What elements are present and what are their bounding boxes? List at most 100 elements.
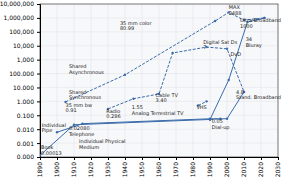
annotation: SharedAsynchronous: [69, 63, 104, 76]
tick-label: 1,000,000: [3, 14, 34, 21]
grid-line: [142, 4, 143, 157]
tick-label: 10.000: [13, 84, 34, 91]
x-tick: 2010: [240, 157, 247, 177]
annotation-line: 1000: [240, 23, 253, 29]
annotation-line: Medium: [79, 144, 99, 150]
tick-label: 1970: [172, 162, 179, 177]
annotation-group: 35 mm bw0.91: [66, 102, 93, 114]
annotations: SharedAsynchronous SharedSynchronous Indiv…: [41, 4, 281, 156]
tick-mark: [37, 46, 40, 47]
x-tick: 1990: [206, 157, 213, 177]
tick-mark: [261, 157, 262, 160]
annotation: 34Bluray: [246, 36, 262, 49]
annotation-line: Bluray: [246, 42, 262, 49]
annotation: Ultra Broadband1000: [240, 17, 281, 29]
annotation-group: DvD: [230, 51, 241, 57]
x-tick: 1930: [104, 157, 111, 177]
tick-mark: [91, 157, 92, 160]
tick-label: 1940: [121, 162, 128, 177]
tick-label: 100,000: [9, 28, 34, 35]
y-tick: 1.000: [17, 98, 40, 105]
annotation: Book0.00013: [41, 144, 62, 156]
tick-mark: [125, 157, 126, 160]
x-tick: 1890: [36, 157, 43, 177]
grid-line: [210, 4, 211, 157]
tick-mark: [244, 157, 245, 160]
chart: 0.0000.0010.0100.1001.00010.000100.0001,…: [0, 0, 282, 179]
tick-label: 1,000: [17, 56, 34, 63]
annotation-group: Digital Sat Ds7: [203, 39, 237, 51]
tick-mark: [227, 157, 228, 160]
point: [205, 100, 207, 102]
annotation: SharedSynchronous: [69, 89, 102, 102]
tick-mark: [278, 157, 279, 160]
tick-label: 2020: [257, 162, 264, 177]
annotation-line: Pipe: [42, 127, 53, 134]
annotation-group: IndividualPipe: [42, 122, 66, 135]
x-tick: 2030: [274, 157, 281, 177]
annotation-line: 0.00013: [41, 150, 62, 156]
tick-label: 0.010: [17, 126, 34, 133]
annotation: 1.55Analog Terrestrial TV: [132, 104, 184, 117]
tick-label: 1920: [87, 162, 94, 177]
point: [214, 20, 216, 22]
annotation-group: Book0.00013: [41, 144, 62, 156]
annotation: 0.05Dial-up: [212, 118, 230, 131]
annotation-line: 0.286: [106, 113, 120, 119]
x-tick: 1980: [189, 157, 196, 177]
x-tick: 1960: [155, 157, 162, 177]
annotation-group: 4.8Stand. Broadband: [236, 89, 281, 101]
annotation-line: Dial-up: [212, 124, 230, 131]
annotation-line: Telephone: [68, 131, 94, 138]
annotation: IndividualPipe: [42, 122, 66, 135]
tick-label: 1960: [155, 162, 162, 177]
series-line: [66, 12, 265, 102]
annotation: 35 mm color80.99: [120, 20, 153, 32]
tick-label: 1.000: [17, 98, 34, 105]
grid-line: [193, 4, 194, 157]
tick-label: 0.100: [17, 112, 34, 119]
tick-mark: [193, 157, 194, 160]
tick-label: 1900: [53, 162, 60, 177]
y-tick: 100,000: [9, 28, 40, 35]
annotation-line: 80.99: [120, 25, 134, 31]
x-tick: 2020: [257, 157, 264, 177]
tick-mark: [37, 87, 40, 88]
tick-mark: [37, 32, 40, 33]
plot-frame: [40, 4, 278, 157]
annotation-group: Individual PhysicalMedium: [79, 138, 125, 150]
x-tick: 1900: [53, 157, 60, 177]
point: [228, 79, 230, 81]
axis-line: [41, 158, 279, 161]
tick-label: 2000: [223, 162, 230, 177]
annotation: MAX2488: [229, 4, 242, 16]
tick-label: 10,000,000: [0, 0, 34, 7]
tick-mark: [210, 157, 211, 160]
annotation-line: 0.91: [66, 107, 77, 113]
annotation-group: 1.55Analog Terrestrial TV: [132, 104, 184, 117]
grid: [40, 4, 278, 157]
y-tick: 10.000: [13, 84, 40, 91]
tick-label: 0.001: [17, 140, 34, 147]
y-tick: 10,000,000: [0, 0, 40, 7]
annotation-group: VHS: [196, 104, 206, 110]
tick-label: 0.000: [17, 153, 34, 160]
x-tick: 1970: [172, 157, 179, 177]
tick-mark: [37, 157, 40, 158]
x-tick: 1940: [121, 157, 128, 177]
tick-label: 2030: [274, 162, 281, 177]
y-axis: 0.0000.0010.0100.1001.00010.000100.0001,…: [0, 0, 41, 160]
annotation-group: SharedSynchronous: [69, 89, 102, 102]
series-line: [57, 92, 244, 132]
series-line: [40, 18, 264, 156]
point: [124, 74, 126, 76]
y-tick: 0.010: [17, 126, 40, 133]
annotation-group: 34Bluray: [246, 36, 262, 49]
tick-label: 1890: [36, 162, 43, 177]
tick-mark: [40, 157, 41, 160]
point: [171, 52, 173, 54]
annotation: 0.02080Telephone: [68, 125, 94, 138]
tick-mark: [74, 157, 75, 160]
annotation-group: 0.05Dial-up: [212, 118, 230, 131]
tick-mark: [37, 115, 40, 116]
